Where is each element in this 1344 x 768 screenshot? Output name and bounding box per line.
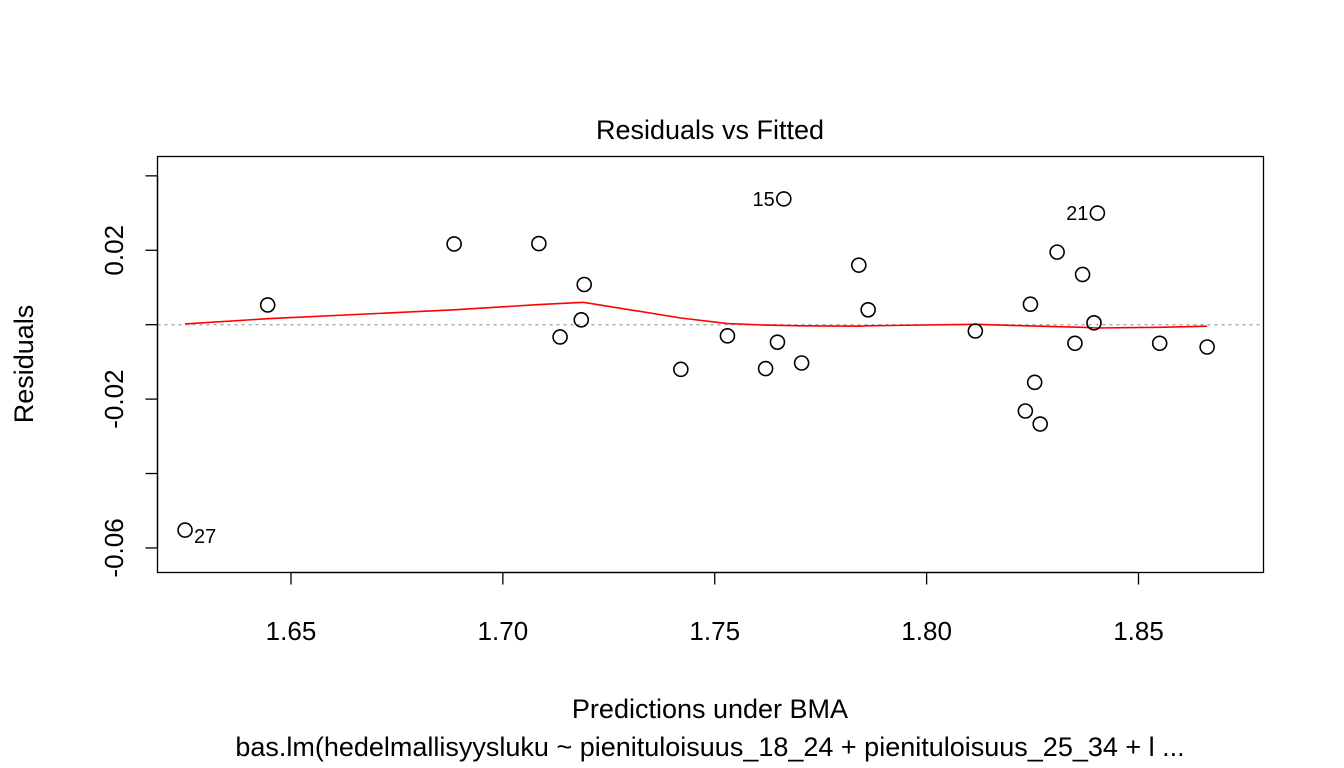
- residual-point: [576, 276, 593, 293]
- residual-point: [573, 312, 590, 328]
- residual-point: [177, 522, 193, 538]
- residual-point: [446, 236, 462, 252]
- residual-point: [851, 257, 867, 273]
- residual-point: [967, 323, 984, 339]
- residual-point: [531, 235, 547, 252]
- residual-point: [1074, 266, 1091, 283]
- point-label: 15: [753, 189, 775, 211]
- x-tick-label: 1.75: [689, 616, 740, 646]
- chart-subtitle: bas.lm(hedelmallisyysluku ~ pienituloisu…: [235, 732, 1184, 762]
- residual-point: [719, 328, 736, 344]
- smooth-trend-line: [184, 301, 1208, 329]
- residual-point: [1022, 296, 1039, 313]
- residual-point: [259, 297, 276, 313]
- residual-point: [1151, 335, 1168, 352]
- y-axis-label: Residuals: [9, 305, 39, 424]
- x-tick-label: 1.85: [1113, 616, 1164, 646]
- x-tick-label: 1.80: [901, 616, 952, 646]
- y-tick-label: -0.02: [99, 369, 129, 428]
- plot-frame: [156, 155, 1265, 574]
- residual-point: [776, 191, 792, 207]
- residual-point: [769, 334, 786, 350]
- residual-point: [1017, 403, 1034, 419]
- y-tick-label: -0.06: [99, 518, 129, 577]
- y-tick-label: 0.02: [99, 225, 129, 276]
- point-label: 21: [1066, 203, 1088, 225]
- residual-point: [673, 361, 689, 378]
- residual-point: [1049, 244, 1065, 260]
- x-tick-label: 1.65: [266, 616, 317, 646]
- chart-title: Residuals vs Fitted: [596, 115, 824, 145]
- residual-point: [860, 302, 876, 318]
- residual-point: [1067, 335, 1083, 352]
- residual-point: [1026, 374, 1043, 391]
- residual-point: [793, 355, 810, 371]
- residual-point: [757, 360, 774, 377]
- residual-point: [552, 329, 568, 345]
- residual-point: [1032, 416, 1048, 432]
- residual-point: [1199, 339, 1215, 355]
- x-axis-label: Predictions under BMA: [572, 694, 848, 724]
- residual-point: [1089, 205, 1106, 221]
- x-tick-label: 1.70: [478, 616, 529, 646]
- residual-point: [1086, 315, 1102, 331]
- point-label: 27: [194, 526, 216, 548]
